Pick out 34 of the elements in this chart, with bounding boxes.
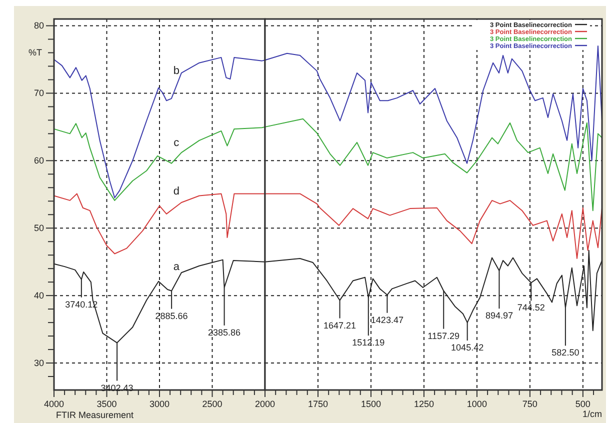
x-tick-label: 1000: [466, 399, 487, 409]
annotation: 744.52: [517, 302, 545, 313]
x-tick-label: 1250: [414, 399, 434, 409]
y-tick-label: 30: [34, 358, 44, 368]
x-tick-label: 2500: [202, 399, 222, 409]
x-tick-label: 1750: [308, 399, 328, 409]
x-tick-label: 4000: [44, 399, 64, 409]
x-axis-title: 1/cm: [582, 409, 602, 419]
annotation: 1647.21: [324, 320, 356, 330]
x-tick-label: 750: [522, 399, 538, 409]
y-tick-label: 80: [34, 20, 44, 31]
series-label: d: [173, 185, 180, 198]
series-label: c: [174, 137, 180, 150]
annotation: 1423.47: [370, 314, 404, 325]
annotation: 1157.29: [428, 330, 460, 341]
y-axis-title: %T: [28, 48, 42, 58]
y-tick-label: 60: [34, 156, 44, 166]
y-tick-label: 50: [34, 223, 44, 234]
annotation: 1045.42: [451, 342, 484, 353]
x-tick-label: 2000: [254, 399, 276, 409]
y-tick-label: 40: [34, 290, 44, 301]
annotation: 894.97: [485, 310, 513, 321]
annotation: 582.50: [552, 348, 580, 358]
x-tick-label: 3500: [96, 399, 117, 409]
y-tick-label: 70: [34, 88, 44, 98]
series-label: b: [173, 64, 180, 77]
x-tick-label: 500: [575, 399, 590, 409]
annotation: 1512.19: [352, 338, 385, 348]
x-tick-label: 3000: [149, 399, 170, 409]
series-label: a: [173, 260, 180, 273]
text: FTIR Measurement: [56, 410, 134, 420]
x-tick-label: 1500: [360, 399, 381, 409]
annotation: 2885.66: [155, 310, 188, 321]
annotation: 2385.86: [208, 327, 241, 338]
